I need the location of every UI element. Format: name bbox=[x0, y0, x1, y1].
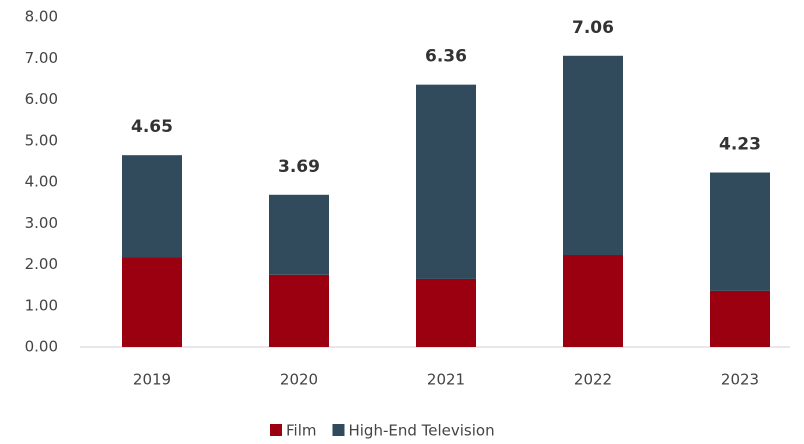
y-tick-label: 4.00 bbox=[25, 173, 58, 191]
total-label: 7.06 bbox=[572, 18, 614, 38]
total-label: 4.65 bbox=[131, 117, 173, 137]
x-tick-label: 2019 bbox=[133, 371, 171, 389]
y-tick-label: 1.00 bbox=[25, 296, 58, 314]
bar-segment bbox=[269, 274, 329, 347]
y-tick-label: 5.00 bbox=[25, 131, 58, 149]
x-tick-label: 2020 bbox=[280, 371, 318, 389]
bar-segment bbox=[710, 290, 770, 347]
y-tick-label: 2.00 bbox=[25, 255, 58, 273]
bar-segment bbox=[710, 172, 770, 291]
y-tick-label: 0.00 bbox=[25, 338, 58, 356]
bar-segment bbox=[563, 55, 623, 256]
bar-segment bbox=[563, 255, 623, 347]
legend-label: Film bbox=[286, 422, 316, 440]
total-label: 6.36 bbox=[425, 47, 467, 67]
bar-segment bbox=[416, 278, 476, 347]
y-tick-label: 8.00 bbox=[25, 8, 58, 26]
y-tick-label: 7.00 bbox=[25, 49, 58, 67]
total-label: 3.69 bbox=[278, 157, 320, 177]
total-label: 4.23 bbox=[719, 135, 761, 155]
bar-segment bbox=[122, 155, 182, 258]
legend-swatch bbox=[270, 424, 282, 436]
x-tick-label: 2022 bbox=[574, 371, 612, 389]
y-tick-label: 3.00 bbox=[25, 214, 58, 232]
x-tick-label: 2021 bbox=[427, 371, 465, 389]
legend-swatch bbox=[332, 424, 345, 436]
legend-label: High-End Television bbox=[348, 422, 494, 440]
bar-segment bbox=[122, 257, 182, 347]
y-tick-label: 6.00 bbox=[25, 90, 58, 108]
bar-segment bbox=[269, 194, 329, 275]
x-tick-label: 2023 bbox=[721, 371, 759, 389]
bar-segment bbox=[416, 84, 476, 279]
